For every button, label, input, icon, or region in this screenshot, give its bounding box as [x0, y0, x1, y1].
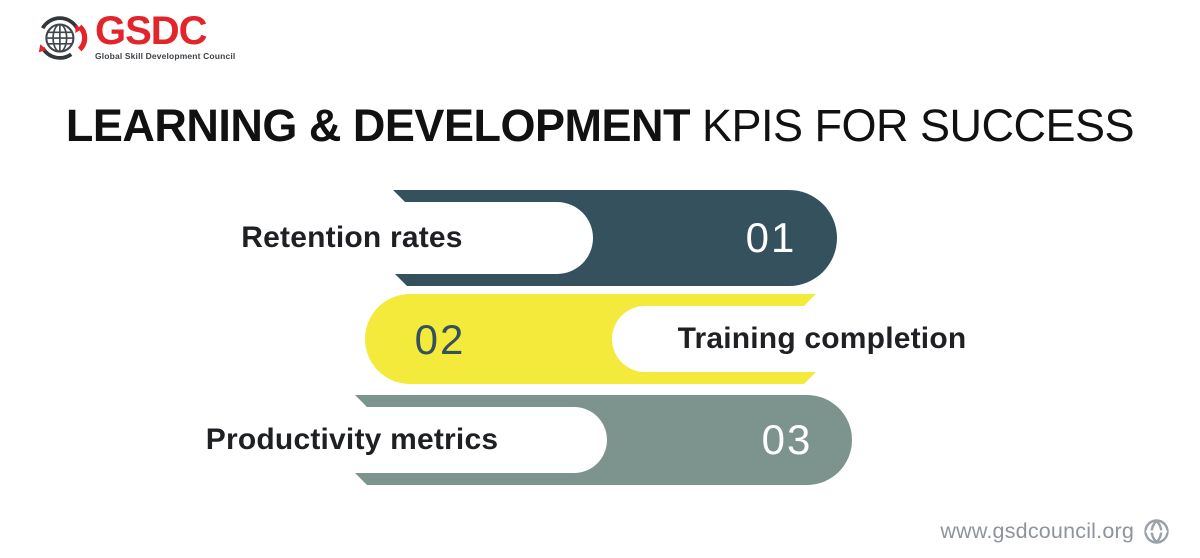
- globe-icon: [1143, 518, 1170, 545]
- kpi-number-3: 03: [761, 416, 813, 463]
- website-link[interactable]: www.gsdcouncil.org: [940, 519, 1134, 543]
- page-title: LEARNING & DEVELOPMENT KPIS FOR SUCCESS: [0, 100, 1200, 152]
- kpi-ribbon-2: [365, 294, 816, 384]
- logo-tagline: Global Skill Development Council: [95, 51, 236, 61]
- logo-wordmark: GSDC: [95, 9, 208, 53]
- globe-arrows-icon: [38, 12, 88, 62]
- kpi-label-training-completion: Training completion: [677, 322, 967, 355]
- kpi-number-1: 01: [745, 214, 797, 261]
- footer: www.gsdcouncil.org: [940, 518, 1170, 545]
- gsdc-logo: GSDC Global Skill Development Council: [38, 9, 236, 62]
- page-title-bold: LEARNING & DEVELOPMENT: [65, 100, 691, 151]
- kpi-ribbon-3: [355, 395, 852, 485]
- kpi-label-retention-rates: Retention rates: [241, 221, 463, 254]
- kpi-label-productivity-metrics: Productivity metrics: [205, 423, 499, 456]
- page-title-regular: KPIS FOR SUCCESS: [701, 100, 1135, 151]
- kpi-ribbon-1: [393, 190, 837, 286]
- kpi-number-2: 02: [414, 316, 466, 363]
